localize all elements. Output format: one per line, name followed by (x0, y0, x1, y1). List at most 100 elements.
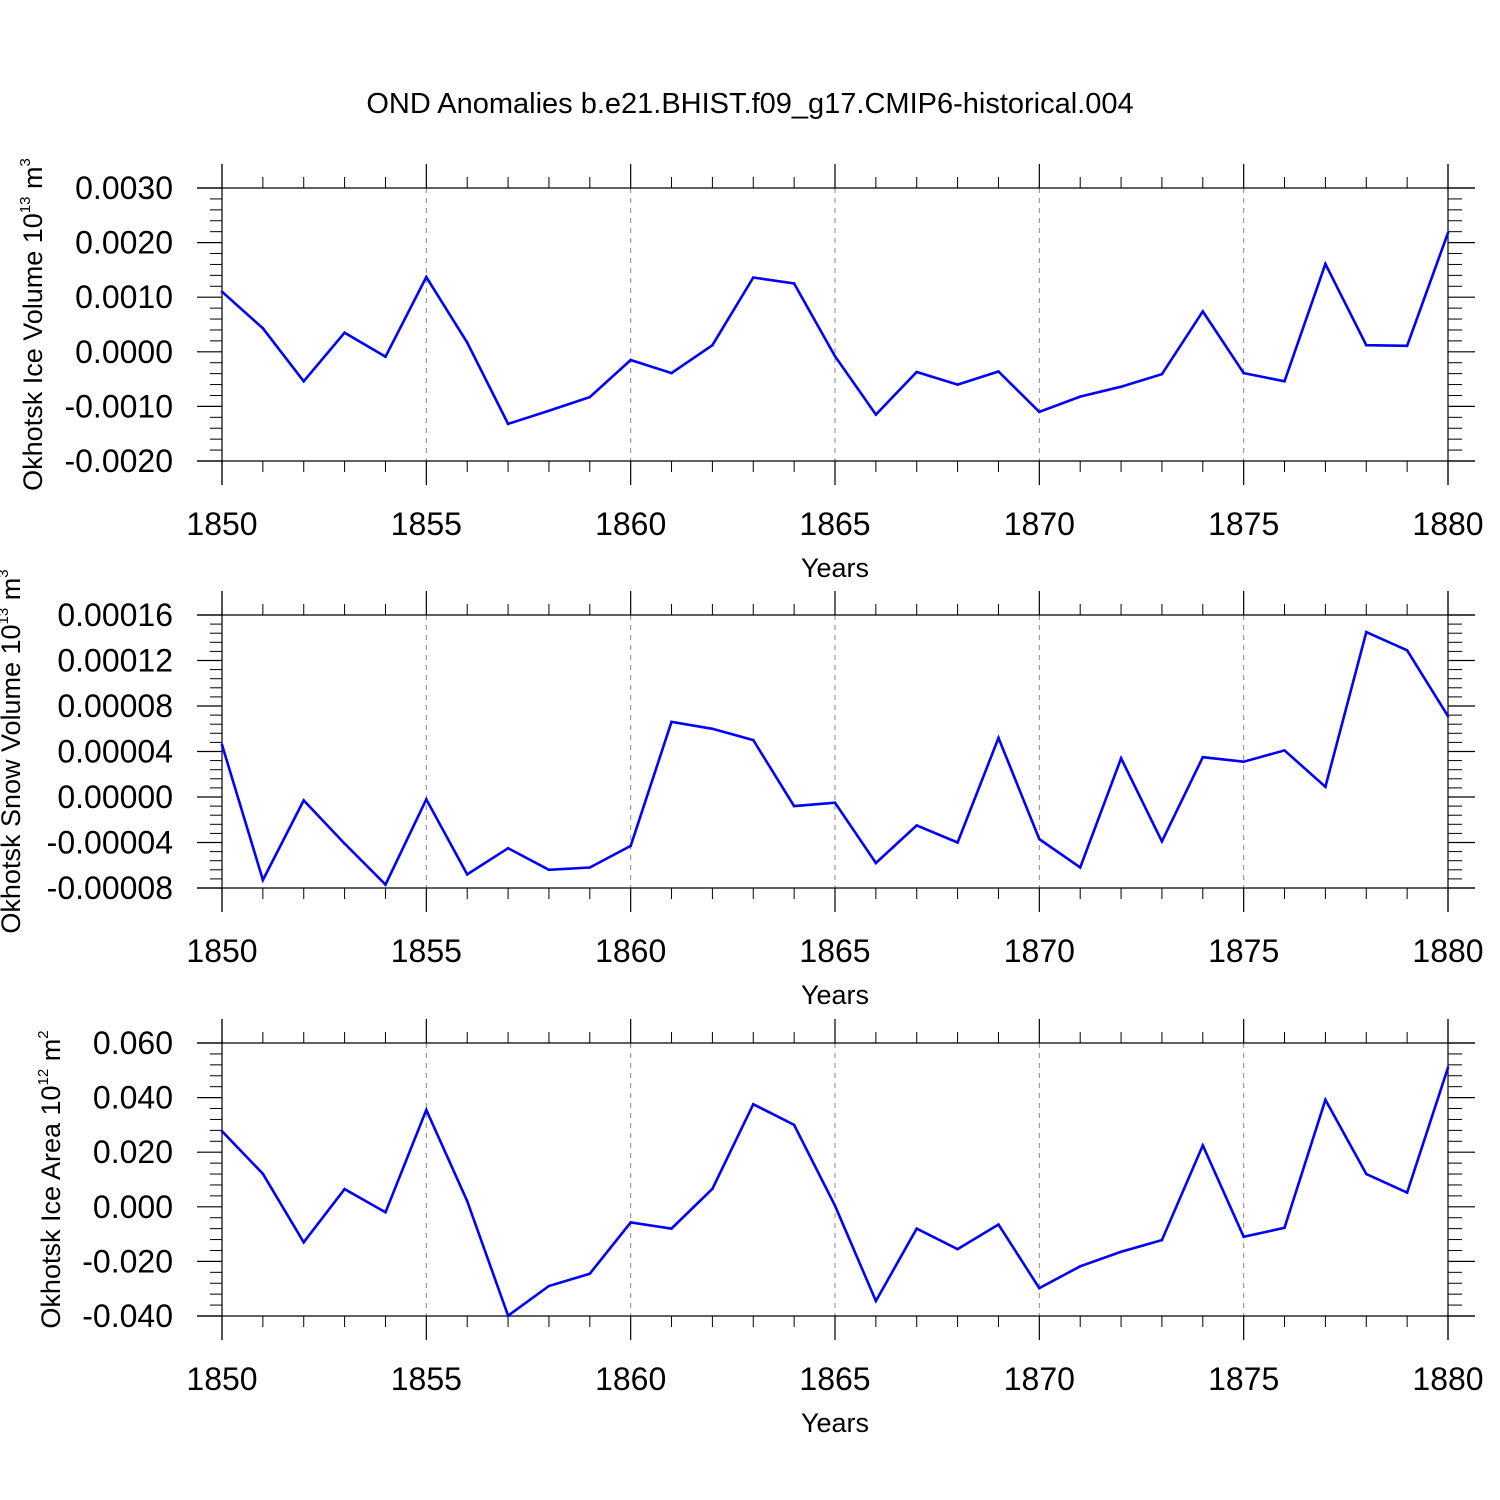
data-point (384, 1210, 387, 1214)
y-tick-label: 0.040 (93, 1080, 173, 1116)
data-point (425, 797, 428, 801)
data-point (711, 727, 714, 731)
data-point (1038, 1286, 1041, 1290)
data-point (1324, 1098, 1327, 1102)
y-tick-label: 0.0020 (75, 225, 173, 261)
data-point (261, 327, 265, 330)
y-axis-label-exponent: 12 (35, 1069, 52, 1086)
data-point (384, 883, 387, 886)
panels: 1850 1855 1860 1865 1870 1875 1880 -0.0020 -0.00… (0, 158, 1484, 1438)
chart-title: OND Anomalies b.e21.BHIST.f09_g17.CMIP6-… (366, 88, 1133, 120)
data-point (670, 1227, 673, 1230)
data-point (220, 290, 224, 294)
data-point (588, 1272, 592, 1275)
data-point (833, 1204, 837, 1208)
y-axis-label-exponent: 13 (17, 197, 34, 214)
y-axis-label: Okhotsk Ice Volume 1013 m3 (17, 158, 48, 491)
data-point (220, 743, 224, 746)
data-point (1364, 343, 1368, 347)
y-tick-label: 0.020 (93, 1134, 173, 1170)
data-point (1201, 1144, 1205, 1147)
data-point (670, 371, 673, 375)
y-tick-label: -0.040 (82, 1298, 173, 1334)
y-axis-label-unit: m (36, 1039, 66, 1069)
data-point (1283, 379, 1286, 383)
x-tick-label: 1875 (1208, 1361, 1279, 1397)
y-axis-label: Okhotsk Snow Volume 1013 m3 (0, 569, 26, 933)
x-tick-label: 1880 (1412, 933, 1483, 969)
y-axis-label-exponent: 13 (0, 608, 12, 625)
x-tick-label: 1875 (1208, 933, 1279, 969)
y-tick-label: -0.0020 (64, 443, 173, 479)
data-point (547, 868, 551, 872)
data-point (1078, 866, 1082, 869)
data-point (833, 801, 837, 804)
data-point (1242, 760, 1245, 764)
data-point (956, 841, 959, 844)
data-point (915, 370, 919, 374)
data-point (261, 878, 265, 882)
data-point (1038, 837, 1041, 841)
data-point (465, 873, 469, 876)
data-point (792, 282, 796, 285)
data-point (1119, 757, 1123, 760)
data-point (220, 1129, 224, 1133)
data-point (1446, 714, 1450, 718)
panel-snow-volume: 1850 1855 1860 1865 1870 1875 1880 -0.00008 -0.0… (0, 569, 1484, 1010)
data-point (588, 866, 592, 869)
data-point (792, 1123, 796, 1127)
data-point (956, 1247, 959, 1251)
x-tick-label: 1880 (1412, 1361, 1483, 1397)
data-point (384, 355, 387, 359)
data-point (751, 1102, 755, 1106)
y-tick-label: -0.020 (82, 1243, 173, 1279)
x-axis-label: Years (801, 553, 869, 583)
data-point (711, 1187, 714, 1191)
data-point (506, 846, 510, 850)
data-point (506, 422, 510, 426)
y-tick-label: 0.060 (93, 1025, 173, 1061)
x-tick-label: 1860 (595, 933, 666, 969)
x-axis-label: Years (801, 980, 869, 1010)
data-point (506, 1314, 510, 1318)
data-point (1242, 1235, 1245, 1239)
x-tick-label: 1865 (799, 506, 870, 542)
data-point (751, 276, 755, 279)
data-point (751, 738, 755, 742)
x-tick-label: 1850 (186, 506, 257, 542)
y-tick-label: -0.00008 (47, 870, 173, 906)
data-point (915, 1227, 919, 1230)
data-point (1283, 1226, 1286, 1230)
data-point (874, 413, 878, 416)
data-point (997, 736, 1000, 740)
data-point (1446, 231, 1450, 235)
data-point (629, 358, 632, 362)
x-tick-label: 1870 (1004, 1361, 1075, 1397)
data-point (1160, 840, 1164, 843)
data-point (1405, 648, 1409, 652)
data-point (956, 383, 959, 386)
y-tick-label: -0.0010 (64, 388, 173, 424)
data-point (1201, 755, 1205, 759)
data-point (1405, 344, 1409, 348)
y-axis-label-unit-exponent: 2 (35, 1030, 52, 1038)
data-point (997, 370, 1000, 373)
x-tick-label: 1855 (391, 933, 462, 969)
y-axis-label-main: Okhotsk Ice Area 10 (36, 1085, 66, 1328)
data-point (1078, 395, 1082, 398)
data-point (874, 861, 878, 865)
x-tick-label: 1875 (1208, 506, 1279, 542)
y-axis-label-main: Okhotsk Snow Volume 10 (0, 624, 26, 933)
data-point (1160, 1238, 1164, 1242)
data-point (343, 842, 346, 845)
y-axis-label-unit-exponent: 3 (0, 569, 12, 577)
data-point (1201, 310, 1205, 313)
data-point (997, 1223, 1000, 1226)
y-axis-label: Okhotsk Ice Area 1012 m2 (35, 1030, 66, 1328)
data-point (1324, 262, 1327, 266)
data-point (1446, 1066, 1450, 1069)
panel-ice-area: 1850 1855 1860 1865 1870 1875 1880 -0.040 -0.020… (35, 1019, 1484, 1438)
y-tick-label: 0.00008 (57, 688, 173, 724)
data-point (1283, 749, 1286, 752)
